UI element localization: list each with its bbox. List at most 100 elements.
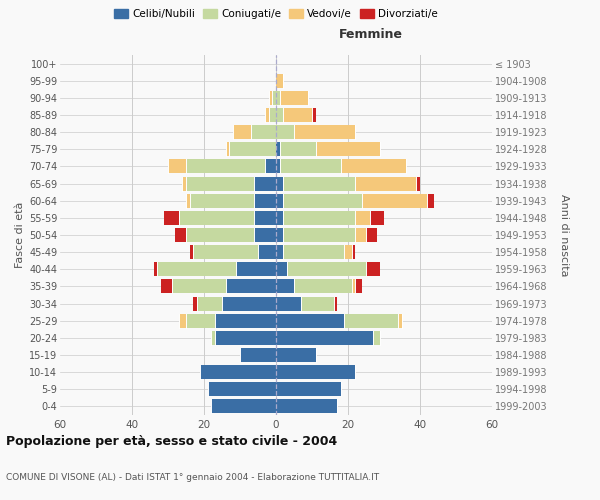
Bar: [233, 125, 251, 139]
Bar: [373, 331, 380, 345]
Bar: [366, 228, 377, 242]
Bar: [226, 142, 229, 156]
Bar: [254, 211, 276, 225]
Bar: [222, 296, 276, 310]
Bar: [179, 314, 186, 328]
Bar: [276, 125, 294, 139]
Bar: [272, 91, 276, 105]
Bar: [269, 91, 272, 105]
Bar: [344, 245, 352, 259]
Bar: [211, 400, 276, 413]
Bar: [344, 314, 398, 328]
Text: COMUNE DI VISONE (AL) - Dati ISTAT 1° gennaio 2004 - Elaborazione TUTTITALIA.IT: COMUNE DI VISONE (AL) - Dati ISTAT 1° ge…: [6, 474, 379, 482]
Bar: [294, 125, 355, 139]
Bar: [280, 160, 341, 173]
Bar: [154, 262, 157, 276]
Bar: [280, 91, 308, 105]
Bar: [172, 280, 226, 293]
Bar: [276, 91, 280, 105]
Bar: [276, 296, 301, 310]
Bar: [157, 262, 236, 276]
Text: Femmine: Femmine: [339, 28, 403, 40]
Legend: Celibi/Nubili, Coniugati/e, Vedovi/e, Divorziati/e: Celibi/Nubili, Coniugati/e, Vedovi/e, Di…: [110, 4, 442, 23]
Bar: [276, 245, 283, 259]
Bar: [161, 280, 172, 293]
Bar: [294, 280, 352, 293]
Bar: [186, 160, 265, 173]
Bar: [276, 176, 283, 190]
Bar: [283, 176, 355, 190]
Bar: [280, 142, 316, 156]
Bar: [190, 194, 254, 207]
Bar: [179, 211, 254, 225]
Bar: [276, 331, 373, 345]
Bar: [186, 228, 254, 242]
Bar: [240, 348, 276, 362]
Bar: [355, 228, 366, 242]
Bar: [186, 176, 254, 190]
Y-axis label: Anni di nascita: Anni di nascita: [559, 194, 569, 276]
Bar: [301, 296, 334, 310]
Bar: [251, 125, 276, 139]
Bar: [276, 348, 316, 362]
Bar: [283, 245, 344, 259]
Bar: [352, 245, 355, 259]
Bar: [229, 142, 276, 156]
Bar: [276, 74, 283, 88]
Bar: [370, 211, 384, 225]
Bar: [208, 382, 276, 396]
Bar: [352, 280, 355, 293]
Bar: [226, 280, 276, 293]
Bar: [341, 160, 406, 173]
Bar: [355, 211, 370, 225]
Bar: [276, 382, 341, 396]
Bar: [182, 176, 186, 190]
Bar: [254, 176, 276, 190]
Bar: [186, 314, 215, 328]
Y-axis label: Fasce di età: Fasce di età: [14, 202, 25, 268]
Text: Popolazione per età, sesso e stato civile - 2004: Popolazione per età, sesso e stato civil…: [6, 434, 337, 448]
Bar: [366, 262, 380, 276]
Bar: [355, 176, 416, 190]
Bar: [416, 176, 420, 190]
Bar: [258, 245, 276, 259]
Bar: [254, 194, 276, 207]
Bar: [276, 365, 355, 379]
Bar: [398, 314, 402, 328]
Bar: [175, 228, 186, 242]
Bar: [168, 160, 186, 173]
Bar: [316, 142, 380, 156]
Bar: [265, 160, 276, 173]
Bar: [254, 228, 276, 242]
Bar: [276, 280, 294, 293]
Bar: [287, 262, 366, 276]
Bar: [269, 108, 276, 122]
Bar: [362, 194, 427, 207]
Bar: [276, 108, 283, 122]
Bar: [276, 194, 283, 207]
Bar: [236, 262, 276, 276]
Bar: [276, 228, 283, 242]
Bar: [427, 194, 434, 207]
Bar: [276, 160, 280, 173]
Bar: [193, 296, 197, 310]
Bar: [276, 314, 344, 328]
Bar: [312, 108, 316, 122]
Bar: [200, 365, 276, 379]
Bar: [355, 280, 362, 293]
Bar: [276, 142, 280, 156]
Bar: [193, 245, 258, 259]
Bar: [190, 245, 193, 259]
Bar: [283, 194, 362, 207]
Bar: [215, 314, 276, 328]
Bar: [283, 228, 355, 242]
Bar: [265, 108, 269, 122]
Bar: [276, 211, 283, 225]
Bar: [164, 211, 179, 225]
Bar: [211, 331, 215, 345]
Bar: [215, 331, 276, 345]
Bar: [283, 211, 355, 225]
Bar: [186, 194, 190, 207]
Bar: [334, 296, 337, 310]
Bar: [276, 400, 337, 413]
